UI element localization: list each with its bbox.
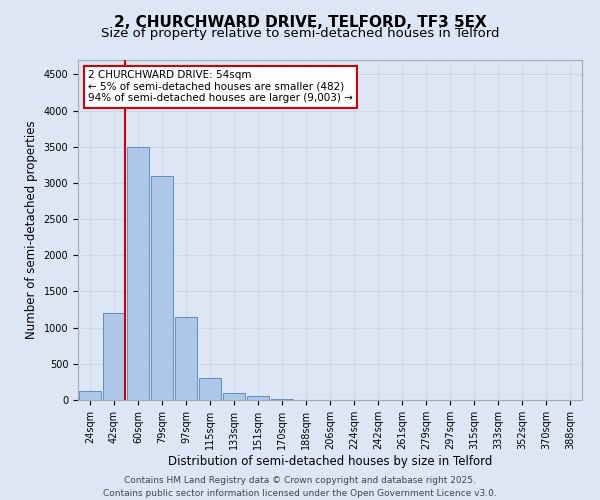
Text: Size of property relative to semi-detached houses in Telford: Size of property relative to semi-detach… (101, 28, 499, 40)
Bar (271, 399, 293, 400)
Bar (223, 393, 245, 400)
Text: 2 CHURCHWARD DRIVE: 54sqm
← 5% of semi-detached houses are smaller (482)
94% of : 2 CHURCHWARD DRIVE: 54sqm ← 5% of semi-d… (88, 70, 353, 103)
Bar (199, 378, 221, 400)
Text: Contains HM Land Registry data © Crown copyright and database right 2025.
Contai: Contains HM Land Registry data © Crown c… (103, 476, 497, 498)
X-axis label: Distribution of semi-detached houses by size in Telford: Distribution of semi-detached houses by … (168, 454, 492, 468)
Bar (127, 147, 149, 400)
Bar (79, 392, 101, 400)
Y-axis label: Number of semi-detached properties: Number of semi-detached properties (25, 120, 38, 340)
Bar (247, 396, 269, 400)
Bar (103, 313, 125, 400)
Bar (151, 176, 173, 400)
Bar (175, 317, 197, 400)
Text: 2, CHURCHWARD DRIVE, TELFORD, TF3 5EX: 2, CHURCHWARD DRIVE, TELFORD, TF3 5EX (113, 15, 487, 30)
